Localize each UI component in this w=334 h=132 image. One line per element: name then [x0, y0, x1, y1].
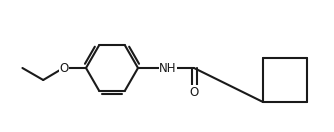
Text: NH: NH [159, 62, 177, 74]
Text: O: O [59, 62, 68, 74]
Text: O: O [189, 86, 199, 98]
